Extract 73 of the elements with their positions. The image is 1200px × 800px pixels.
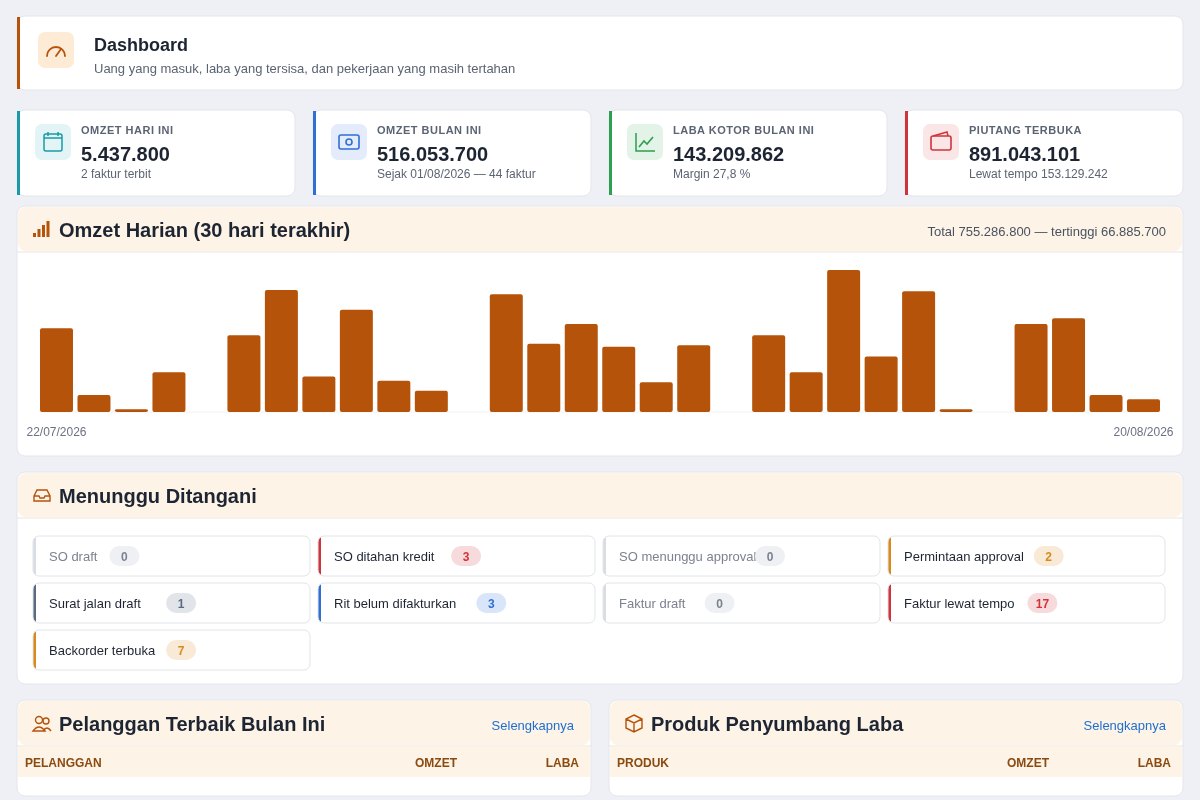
bar [414, 390, 448, 412]
category-label: Surat jalan draft [49, 596, 142, 611]
text: Uang yang masuk, laba yang tersisa, dan pekerjaan yang masih tertahan [94, 61, 516, 76]
bar [939, 409, 973, 412]
text: LABA [1137, 756, 1172, 770]
bar [902, 291, 936, 412]
text: OMZET BULAN INI [377, 124, 482, 136]
category-label: Backorder terbuka [49, 643, 156, 658]
data-label: 7 [177, 644, 185, 658]
bar [527, 343, 561, 412]
bar [489, 294, 523, 412]
text: Lewat tempo 153.129.242 [969, 167, 1109, 181]
text: 2 faktur terbit [81, 167, 152, 181]
x-tick-label: 20/08/2026 [1113, 425, 1174, 439]
bar [77, 394, 111, 412]
text: OMZET [1007, 756, 1050, 770]
bar [264, 289, 298, 412]
category-label: Rit belum difakturkan [334, 596, 457, 611]
bar [302, 376, 336, 412]
bar [639, 382, 673, 412]
data-label: 1 [177, 597, 185, 611]
text: Total 755.286.800 — tertinggi 66.885.700 [927, 224, 1166, 239]
bar [377, 380, 411, 412]
category-label: Faktur lewat tempo [904, 596, 1015, 611]
category-label: SO menunggu approval [619, 549, 757, 564]
text: Pelanggan Terbaik Bulan Ini [59, 713, 326, 735]
bar [227, 335, 261, 412]
x-tick-label: 22/07/2026 [26, 425, 87, 439]
bar [40, 328, 73, 412]
text: Sejak 01/08/2026 — 44 faktur [377, 167, 536, 181]
bar [1014, 323, 1048, 412]
data-label: 17 [1035, 597, 1050, 611]
text: OMZET [415, 756, 458, 770]
text: Selengkapnya [1083, 718, 1167, 733]
text: Menunggu Ditangani [59, 485, 257, 507]
text: LABA [545, 756, 580, 770]
text: PRODUK [617, 756, 670, 770]
bar [827, 270, 861, 412]
bar [677, 345, 711, 412]
text: Selengkapnya [491, 718, 575, 733]
bar [789, 372, 823, 412]
text: LABA KOTOR BULAN INI [673, 124, 815, 136]
category-label: Permintaan approval [904, 549, 1025, 564]
bar [1127, 399, 1160, 412]
bar [339, 309, 373, 412]
category-label: SO draft [49, 549, 98, 564]
bar [1052, 318, 1086, 412]
text: Dashboard [94, 35, 189, 55]
bar [864, 356, 898, 412]
text: OMZET HARI INI [81, 124, 174, 136]
text: 143.209.862 [673, 143, 785, 165]
bar [152, 372, 186, 412]
bar [752, 335, 786, 412]
text: 5.437.800 [81, 143, 170, 165]
data-label: 3 [462, 550, 470, 564]
data-label: 0 [716, 597, 724, 611]
text: 516.053.700 [377, 143, 489, 165]
category-label: Faktur draft [619, 596, 686, 611]
data-label: 0 [766, 550, 774, 564]
bar [1089, 394, 1123, 412]
data-label: 3 [487, 597, 495, 611]
chart-title: Omzet Harian (30 hari terakhir) [59, 219, 351, 241]
text: Produk Penyumbang Laba [651, 713, 905, 735]
text: 891.043.101 [969, 143, 1081, 165]
text: PIUTANG TERBUKA [969, 124, 1083, 136]
bar [114, 409, 148, 412]
category-label: SO ditahan kredit [334, 549, 435, 564]
data-label: 0 [121, 550, 129, 564]
text: Margin 27,8 % [673, 167, 751, 181]
bar [602, 346, 636, 412]
data-label: 2 [1045, 550, 1053, 564]
text: PELANGGAN [25, 756, 102, 770]
bar [564, 323, 598, 412]
